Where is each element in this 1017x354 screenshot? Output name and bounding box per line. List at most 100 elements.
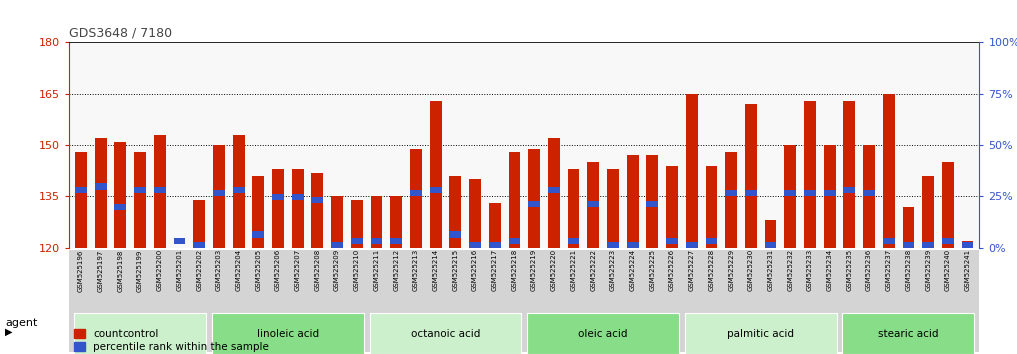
Bar <box>824 190 836 196</box>
Bar <box>95 183 107 190</box>
Legend: count, percentile rank within the sample: count, percentile rank within the sample <box>74 329 268 352</box>
Bar <box>450 176 462 248</box>
Bar <box>450 232 462 238</box>
Text: palmitic acid: palmitic acid <box>727 329 794 339</box>
Bar <box>744 104 757 248</box>
Bar <box>469 242 481 248</box>
Text: control: control <box>122 329 159 339</box>
Bar <box>233 135 244 248</box>
Bar <box>804 101 816 248</box>
Bar <box>685 94 698 248</box>
Bar <box>370 196 382 248</box>
Bar <box>508 152 521 248</box>
Bar <box>292 194 304 200</box>
Bar <box>332 242 343 248</box>
Bar <box>410 190 422 196</box>
Bar <box>685 242 698 248</box>
Bar <box>765 221 776 248</box>
Bar <box>252 176 264 248</box>
Bar <box>391 196 402 248</box>
Bar <box>332 196 343 248</box>
Bar <box>744 190 757 196</box>
Bar <box>843 187 855 193</box>
Bar <box>548 187 559 193</box>
Bar <box>607 242 618 248</box>
Bar <box>883 94 895 248</box>
Bar <box>95 138 107 248</box>
Bar <box>489 203 500 248</box>
Bar <box>154 135 166 248</box>
Bar <box>233 187 244 193</box>
Bar <box>193 242 205 248</box>
Bar <box>647 201 658 207</box>
Bar <box>489 242 500 248</box>
Bar <box>725 190 737 196</box>
Bar <box>154 187 166 193</box>
Bar <box>962 241 973 248</box>
Bar <box>528 149 540 248</box>
Bar <box>351 200 363 248</box>
Bar <box>252 232 264 238</box>
Bar <box>469 179 481 248</box>
Bar <box>311 172 323 248</box>
Bar <box>134 187 146 193</box>
Text: octanoic acid: octanoic acid <box>411 329 480 339</box>
Bar <box>430 187 441 193</box>
Bar <box>922 176 934 248</box>
Bar <box>942 238 954 244</box>
Bar <box>567 238 580 244</box>
Bar <box>410 149 422 248</box>
Bar <box>430 101 441 248</box>
Bar <box>273 169 284 248</box>
Bar <box>528 201 540 207</box>
Bar <box>784 190 796 196</box>
Bar <box>370 238 382 244</box>
Bar <box>824 145 836 248</box>
Text: ▶: ▶ <box>5 327 12 337</box>
Bar <box>134 152 146 248</box>
Bar <box>863 190 875 196</box>
Bar <box>863 145 875 248</box>
Bar <box>804 190 816 196</box>
Bar <box>391 238 402 244</box>
Bar <box>213 190 225 196</box>
Bar <box>351 238 363 244</box>
Bar <box>706 238 717 244</box>
Bar <box>193 200 205 248</box>
Bar <box>706 166 717 248</box>
Bar <box>75 152 86 248</box>
Bar <box>567 169 580 248</box>
Text: GDS3648 / 7180: GDS3648 / 7180 <box>69 27 172 40</box>
Bar <box>115 142 126 248</box>
Bar <box>647 155 658 248</box>
Bar <box>311 197 323 203</box>
Bar <box>765 242 776 248</box>
Bar <box>508 238 521 244</box>
Bar <box>666 166 678 248</box>
Bar <box>213 145 225 248</box>
Bar <box>607 169 618 248</box>
Bar <box>75 187 86 193</box>
Text: stearic acid: stearic acid <box>879 329 939 339</box>
Bar <box>666 238 678 244</box>
Text: agent: agent <box>5 318 38 328</box>
Bar <box>902 207 914 248</box>
Bar <box>962 242 973 248</box>
Bar <box>587 201 599 207</box>
Bar <box>626 242 639 248</box>
Text: linoleic acid: linoleic acid <box>256 329 319 339</box>
Bar <box>292 169 304 248</box>
Text: oleic acid: oleic acid <box>579 329 627 339</box>
Bar <box>784 145 796 248</box>
Bar <box>115 204 126 210</box>
Bar <box>587 162 599 248</box>
Bar <box>725 152 737 248</box>
Bar <box>626 155 639 248</box>
Bar <box>843 101 855 248</box>
Bar <box>902 242 914 248</box>
Bar <box>273 194 284 200</box>
Bar <box>548 138 559 248</box>
Bar <box>942 162 954 248</box>
Bar <box>883 238 895 244</box>
Bar <box>174 238 185 244</box>
